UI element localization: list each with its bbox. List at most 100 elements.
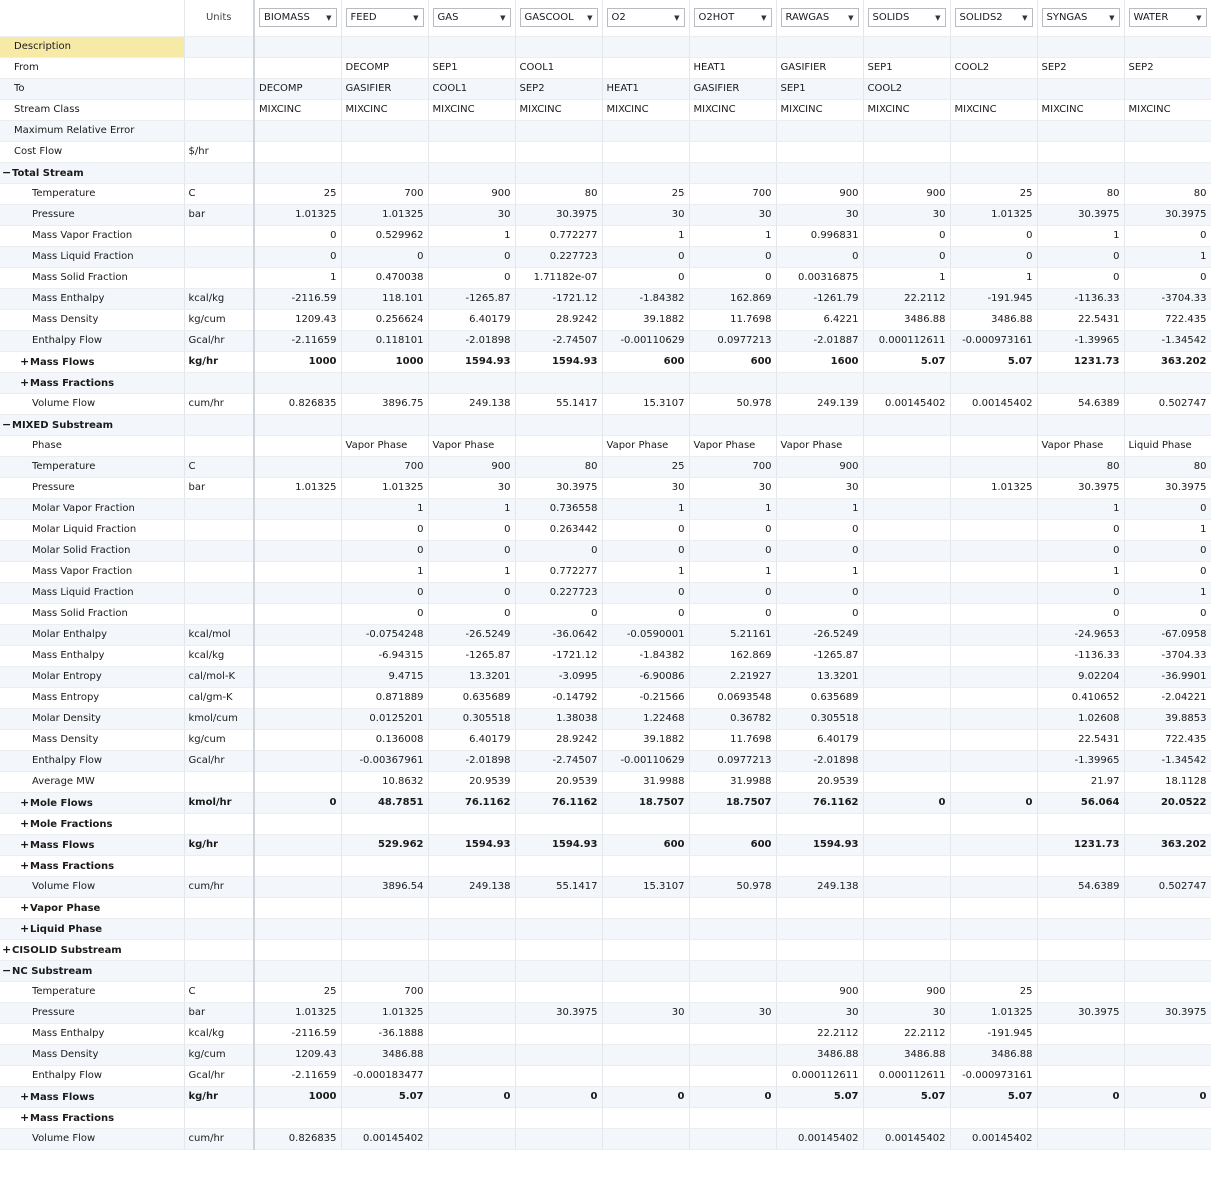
value-cell[interactable]: 0.502747 <box>1124 393 1211 415</box>
value-cell[interactable]: 0 <box>863 246 951 268</box>
value-cell[interactable]: 76.1162 <box>776 792 864 814</box>
value-cell[interactable]: 0 <box>1124 1086 1211 1108</box>
stream-selector-dropdown[interactable]: BIOMASS ▼ <box>259 8 337 28</box>
value-cell[interactable]: -6.94315 <box>341 645 429 667</box>
value-cell[interactable] <box>1037 78 1125 100</box>
value-cell[interactable]: -1.39965 <box>1037 750 1125 772</box>
value-cell[interactable]: -3704.33 <box>1124 645 1211 667</box>
value-cell[interactable] <box>950 771 1038 793</box>
value-cell[interactable] <box>515 1107 603 1129</box>
value-cell[interactable] <box>1037 162 1125 184</box>
value-cell[interactable] <box>341 141 429 163</box>
value-cell[interactable] <box>1037 141 1125 163</box>
expand-icon[interactable]: + <box>2 943 12 956</box>
value-cell[interactable] <box>515 1128 603 1150</box>
value-cell[interactable] <box>863 120 951 142</box>
value-cell[interactable] <box>602 120 690 142</box>
value-cell[interactable]: 30 <box>602 1002 690 1024</box>
value-cell[interactable] <box>776 1107 864 1129</box>
value-cell[interactable]: -1265.87 <box>428 288 516 310</box>
value-cell[interactable] <box>428 1002 516 1024</box>
value-cell[interactable]: -2.01898 <box>776 750 864 772</box>
value-cell[interactable] <box>428 414 516 436</box>
value-cell[interactable]: 18.7507 <box>602 792 690 814</box>
value-cell[interactable] <box>515 813 603 835</box>
value-cell[interactable]: 0 <box>776 519 864 541</box>
value-cell[interactable]: 30.3975 <box>1124 204 1211 226</box>
value-cell[interactable]: -1265.87 <box>428 645 516 667</box>
value-cell[interactable]: 80 <box>1124 456 1211 478</box>
value-cell[interactable]: 30.3975 <box>515 477 603 499</box>
value-cell[interactable]: 1 <box>1124 519 1211 541</box>
value-cell[interactable]: 900 <box>776 981 864 1003</box>
value-cell[interactable] <box>689 36 777 58</box>
value-cell[interactable]: 0 <box>1037 603 1125 625</box>
value-cell[interactable] <box>1037 36 1125 58</box>
value-cell[interactable] <box>1124 162 1211 184</box>
value-cell[interactable]: MIXCINC <box>515 99 603 121</box>
chevron-down-icon[interactable]: ▼ <box>935 13 941 22</box>
value-cell[interactable] <box>602 1023 690 1045</box>
expand-icon[interactable]: + <box>20 1111 30 1124</box>
value-cell[interactable]: 30 <box>602 204 690 226</box>
value-cell[interactable] <box>1037 1107 1125 1129</box>
value-cell[interactable]: 1 <box>428 225 516 247</box>
value-cell[interactable] <box>950 456 1038 478</box>
value-cell[interactable] <box>950 729 1038 751</box>
value-cell[interactable]: 0.00145402 <box>863 393 951 415</box>
value-cell[interactable] <box>776 939 864 961</box>
value-cell[interactable]: 1 <box>689 561 777 583</box>
value-cell[interactable] <box>863 750 951 772</box>
value-cell[interactable] <box>515 897 603 919</box>
value-cell[interactable]: 3486.88 <box>863 1044 951 1066</box>
value-cell[interactable] <box>950 435 1038 457</box>
value-cell[interactable]: 3896.75 <box>341 393 429 415</box>
stream-selector-dropdown[interactable]: FEED ▼ <box>345 8 424 28</box>
row-label[interactable]: +Mass Flows <box>0 1086 185 1108</box>
value-cell[interactable] <box>776 162 864 184</box>
value-cell[interactable] <box>602 414 690 436</box>
value-cell[interactable] <box>254 666 342 688</box>
value-cell[interactable]: 30.3975 <box>1037 204 1125 226</box>
chevron-down-icon[interactable]: ▼ <box>326 13 332 22</box>
value-cell[interactable]: 0 <box>515 540 603 562</box>
value-cell[interactable] <box>1037 939 1125 961</box>
value-cell[interactable]: 1231.73 <box>1037 351 1125 373</box>
value-cell[interactable]: GASIFIER <box>689 78 777 100</box>
value-cell[interactable]: 1.01325 <box>254 477 342 499</box>
value-cell[interactable] <box>863 582 951 604</box>
value-cell[interactable] <box>515 414 603 436</box>
value-cell[interactable]: 1.38038 <box>515 708 603 730</box>
value-cell[interactable]: -67.0958 <box>1124 624 1211 646</box>
value-cell[interactable]: -1.34542 <box>1124 750 1211 772</box>
value-cell[interactable] <box>950 624 1038 646</box>
value-cell[interactable]: 0.0977213 <box>689 750 777 772</box>
value-cell[interactable]: 0.00145402 <box>950 1128 1038 1150</box>
value-cell[interactable] <box>428 162 516 184</box>
value-cell[interactable] <box>950 939 1038 961</box>
value-cell[interactable]: 0.227723 <box>515 246 603 268</box>
value-cell[interactable]: 0 <box>602 519 690 541</box>
value-cell[interactable]: COOL1 <box>515 57 603 79</box>
value-cell[interactable]: 80 <box>1037 183 1125 205</box>
value-cell[interactable]: 600 <box>602 834 690 856</box>
expand-icon[interactable]: + <box>20 922 30 935</box>
value-cell[interactable]: 30 <box>602 477 690 499</box>
value-cell[interactable]: Vapor Phase <box>428 435 516 457</box>
value-cell[interactable] <box>254 36 342 58</box>
value-cell[interactable]: 28.9242 <box>515 729 603 751</box>
value-cell[interactable]: -6.90086 <box>602 666 690 688</box>
value-cell[interactable] <box>1124 897 1211 919</box>
value-cell[interactable]: 3486.88 <box>341 1044 429 1066</box>
value-cell[interactable]: 1 <box>428 498 516 520</box>
value-cell[interactable]: 900 <box>428 183 516 205</box>
value-cell[interactable] <box>428 960 516 982</box>
value-cell[interactable] <box>776 960 864 982</box>
value-cell[interactable]: Vapor Phase <box>776 435 864 457</box>
value-cell[interactable]: -191.945 <box>950 1023 1038 1045</box>
value-cell[interactable]: 1.01325 <box>950 204 1038 226</box>
value-cell[interactable] <box>254 876 342 898</box>
value-cell[interactable] <box>515 939 603 961</box>
value-cell[interactable]: 0 <box>602 540 690 562</box>
value-cell[interactable] <box>254 750 342 772</box>
